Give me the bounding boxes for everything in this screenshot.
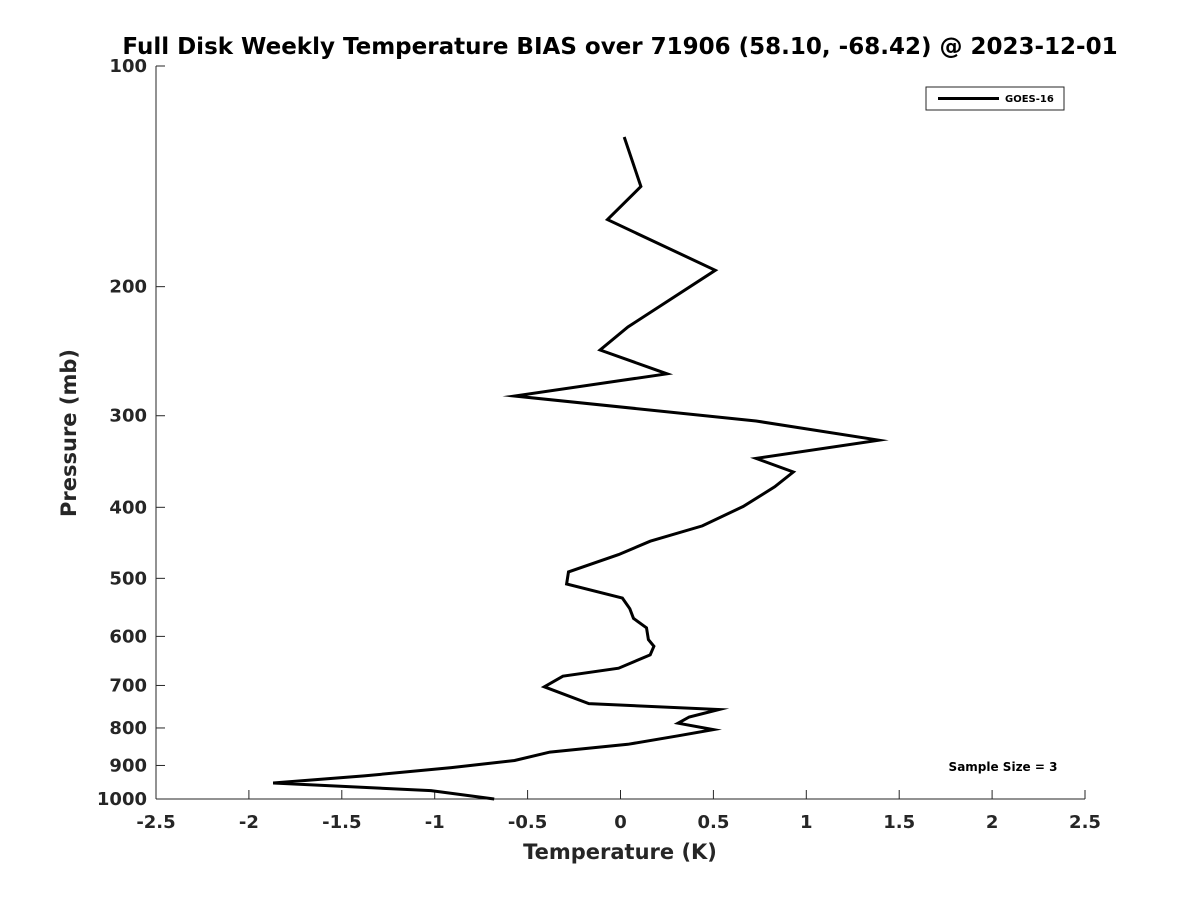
y-tick-label: 800 [109, 718, 147, 739]
legend: GOES-16 [925, 86, 1065, 111]
x-tick-label: -1.5 [322, 812, 361, 833]
y-axis-ticks: 100 200 300 400 500 600 700 800 900 1000 [97, 56, 165, 810]
x-tick-label: -2 [239, 812, 259, 833]
y-tick-label: 600 [109, 626, 147, 647]
y-tick-label: 1000 [97, 789, 147, 810]
x-tick-label: 0 [614, 812, 627, 833]
sample-size-annotation: Sample Size = 3 [949, 760, 1058, 774]
x-tick-label: 1.5 [883, 812, 915, 833]
x-tick-label: -2.5 [136, 812, 175, 833]
x-tick-label: 2.5 [1069, 812, 1101, 833]
y-axis-label: Pressure (mb) [57, 349, 81, 517]
series-layer [272, 136, 889, 801]
y-tick-label: 200 [109, 277, 147, 298]
x-tick-label: 1 [800, 812, 813, 833]
x-tick-label: -0.5 [508, 812, 547, 833]
y-tick-label: 500 [109, 568, 147, 589]
x-tick-label: 0.5 [697, 812, 729, 833]
y-tick-label: 400 [109, 497, 147, 518]
plot-area [155, 66, 1085, 800]
x-axis-label: Temperature (K) [523, 840, 717, 864]
y-tick-label: 900 [109, 755, 147, 776]
x-tick-label: 2 [986, 812, 999, 833]
y-tick-label: 300 [109, 406, 147, 427]
series-line-goes-16 [272, 136, 889, 801]
legend-entry-label: GOES-16 [1005, 94, 1054, 105]
chart-title: Full Disk Weekly Temperature BIAS over 7… [122, 34, 1117, 60]
x-tick-label: -1 [425, 812, 445, 833]
y-tick-label: 700 [109, 675, 147, 696]
y-tick-label: 100 [109, 56, 147, 77]
x-axis-ticks: -2.5 -2 -1.5 -1 -0.5 0 0.5 1 1.5 2 2.5 [136, 790, 1101, 833]
